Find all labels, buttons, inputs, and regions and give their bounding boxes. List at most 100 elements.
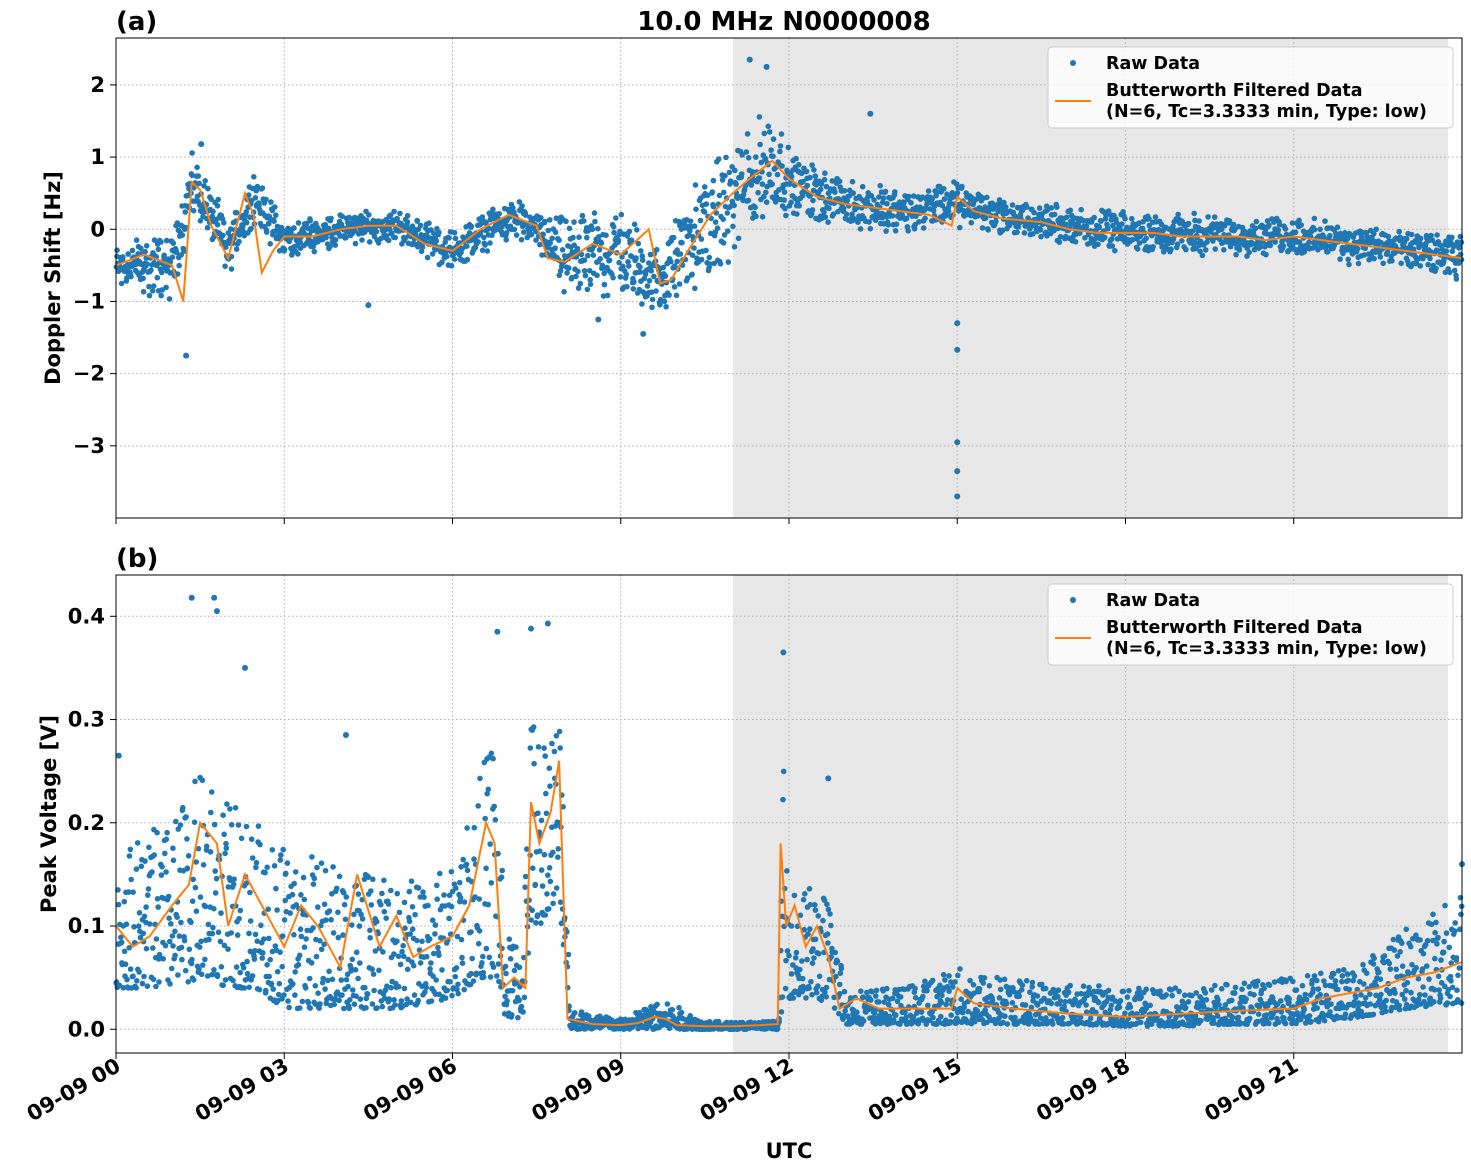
raw-data-point [920, 993, 926, 1000]
raw-data-point [834, 958, 841, 965]
raw-data-point [356, 923, 363, 929]
raw-data-point [181, 937, 188, 944]
raw-data-point [209, 971, 215, 978]
raw-data-point [429, 251, 436, 257]
raw-data-point [196, 944, 203, 950]
raw-data-point [453, 965, 460, 971]
raw-data-point [433, 977, 440, 983]
raw-data-point [577, 280, 584, 287]
raw-data-point [169, 965, 175, 972]
raw-data-point [1193, 990, 1199, 996]
raw-data-point [1355, 260, 1362, 267]
raw-data-point [809, 960, 816, 966]
raw-data-point [134, 840, 141, 846]
raw-data-point [630, 286, 637, 292]
raw-data-point [419, 938, 425, 945]
raw-data-point [182, 967, 189, 974]
raw-data-point [1280, 243, 1287, 249]
raw-data-point [752, 204, 758, 211]
raw-data-point [1102, 234, 1108, 241]
raw-data-point [1023, 977, 1030, 984]
raw-data-point [1266, 1020, 1272, 1027]
raw-data-point [684, 275, 691, 281]
raw-data-point [745, 155, 752, 161]
raw-data-point [769, 181, 775, 187]
raw-data-point [938, 999, 945, 1006]
panel-a-y-axis-label: Doppler Shift [Hz] [41, 171, 65, 385]
raw-data-point [479, 247, 486, 254]
raw-data-point [186, 946, 193, 953]
raw-data-point [346, 1005, 353, 1012]
raw-data-point [184, 865, 191, 871]
raw-data-point [763, 199, 770, 205]
raw-data-point [1278, 998, 1284, 1004]
raw-data-point [780, 796, 786, 803]
raw-data-point [1051, 211, 1058, 218]
raw-data-point [547, 783, 553, 789]
raw-data-point [162, 850, 168, 857]
raw-data-point [155, 246, 162, 253]
raw-data-point [788, 199, 794, 206]
raw-data-point [1221, 247, 1227, 253]
raw-data-point [292, 969, 299, 975]
raw-data-point [178, 919, 184, 926]
raw-data-point [946, 988, 952, 994]
raw-data-point [143, 243, 150, 249]
raw-data-point [459, 960, 466, 966]
raw-data-point [692, 182, 699, 188]
raw-data-point [1229, 997, 1235, 1004]
raw-data-point [890, 1017, 897, 1023]
raw-data-point [503, 237, 510, 243]
raw-data-point [155, 904, 161, 910]
raw-data-point [623, 271, 630, 278]
raw-data-point [256, 986, 263, 993]
panel-a-y-tick-label: −1 [73, 289, 105, 313]
raw-data-point [184, 836, 190, 842]
raw-data-point [425, 902, 431, 909]
raw-data-point [260, 950, 266, 956]
raw-data-point [1321, 234, 1328, 241]
raw-data-point [876, 194, 882, 200]
raw-data-point [1109, 243, 1116, 249]
raw-data-point [918, 1009, 925, 1015]
raw-data-point [426, 936, 433, 942]
raw-data-point [220, 232, 226, 239]
raw-data-point [1127, 1004, 1134, 1010]
raw-data-point [214, 221, 221, 228]
raw-data-point [633, 255, 639, 261]
raw-data-point [204, 224, 211, 231]
raw-data-point [1210, 225, 1217, 231]
raw-data-point [456, 879, 463, 886]
raw-data-point [490, 755, 496, 762]
raw-data-point [170, 845, 176, 851]
raw-data-point [617, 274, 624, 280]
raw-data-point [925, 188, 932, 194]
raw-data-point [274, 907, 280, 913]
raw-data-point [455, 990, 462, 997]
raw-data-point [1210, 238, 1216, 244]
raw-data-point [479, 960, 485, 966]
raw-data-point [397, 961, 404, 968]
raw-data-point [1108, 1002, 1115, 1009]
raw-data-point [591, 210, 598, 216]
raw-data-point [310, 925, 316, 931]
raw-data-point [1458, 239, 1465, 246]
raw-data-point [268, 980, 275, 987]
raw-data-point [145, 886, 152, 892]
raw-data-point [238, 835, 245, 842]
raw-data-point [392, 234, 399, 241]
raw-data-point [1398, 260, 1404, 267]
raw-data-point [1323, 242, 1329, 248]
raw-data-point [169, 933, 176, 939]
raw-data-point [1453, 276, 1460, 282]
raw-data-point [522, 873, 529, 880]
raw-data-point [723, 154, 729, 161]
filtered-data-line [115, 159, 1463, 302]
raw-data-point [123, 921, 130, 927]
raw-data-point [528, 231, 535, 238]
raw-data-point [530, 724, 537, 730]
raw-data-point [1302, 991, 1309, 998]
raw-data-point [292, 869, 299, 875]
raw-data-point [200, 862, 207, 868]
raw-data-point [535, 810, 541, 816]
